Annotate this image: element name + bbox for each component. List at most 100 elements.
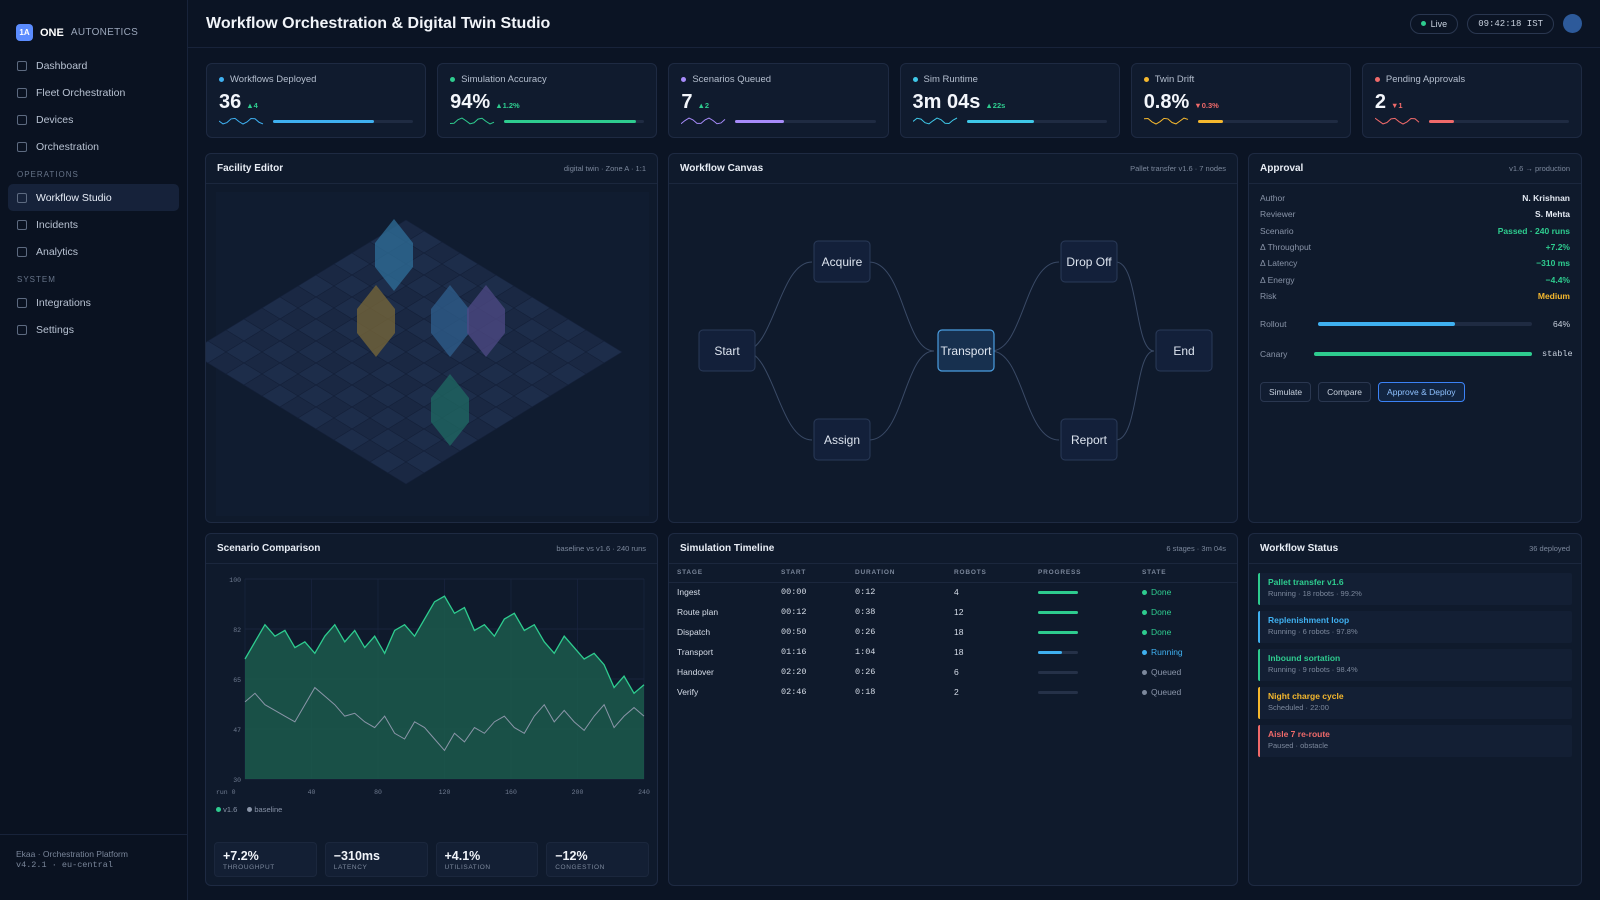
table-row[interactable]: Dispatch 00:50 0:26 18 Done (669, 622, 1237, 642)
table-row[interactable]: Handover 02:20 0:26 6 Queued (669, 662, 1237, 682)
sidebar-item-analytics[interactable]: Analytics (8, 238, 179, 265)
rollout-bar[interactable] (1318, 322, 1532, 327)
kpi-sparkline (912, 117, 957, 125)
workflow-node-report[interactable]: Report (1060, 418, 1118, 461)
panel-header: Facility Editor digital twin · Zone A · … (206, 154, 657, 184)
state-label: Queued (1151, 667, 1182, 677)
approval-panel: Approval v1.6 → production Author N. Kris… (1248, 153, 1582, 523)
sidebar-item-orchestration[interactable]: Orchestration (8, 133, 179, 160)
list-item[interactable]: Inbound sortation Running · 9 robots · 98… (1258, 649, 1572, 681)
kpi-bottom (681, 116, 876, 126)
table-row[interactable]: Transport 01:16 1:04 18 Running (669, 642, 1237, 662)
cell-progress (1030, 582, 1134, 602)
workflow-node-transport[interactable]: Transport (937, 329, 995, 372)
brand[interactable]: 1A ONE AUTONETICS (0, 0, 187, 48)
avatar[interactable] (1563, 14, 1582, 33)
facility-canvas[interactable] (206, 184, 658, 523)
approve-deploy-button[interactable]: Approve & Deploy (1378, 382, 1465, 403)
sidebar-item-fleet-orchestration[interactable]: Fleet Orchestration (8, 79, 179, 106)
state-badge: Queued (1142, 687, 1229, 697)
legend-item-baseline[interactable]: baseline (247, 805, 282, 814)
workflow-name: Aisle 7 re-route (1268, 729, 1330, 739)
clock: 09:42:18 IST (1467, 13, 1554, 34)
workflow-canvas[interactable]: Start Acquire Assign Transport Drop Off … (669, 184, 1238, 523)
kpi-card[interactable]: Workflows Deployed 36 ▲4 (206, 63, 427, 138)
kpi-progress-fill (504, 119, 636, 123)
approval-details: Author N. Krishnan Reviewer S. Mehta Scenari… (1249, 184, 1581, 304)
canary-bar (1314, 352, 1532, 357)
workflow-node-end[interactable]: End (1155, 329, 1213, 372)
workflow-name: Night charge cycle (1268, 691, 1344, 701)
analytics-icon (17, 246, 27, 257)
edge-acquire-transport (868, 261, 935, 352)
kpi-card[interactable]: Sim Runtime 3m 04s ▲22s (899, 63, 1120, 138)
kpi-card[interactable]: Simulation Accuracy 94% ▲1.2% (437, 63, 658, 138)
kpi-card[interactable]: Twin Drift 0.8% ▼0.3% (1130, 63, 1351, 138)
node-label: Transport (941, 344, 993, 358)
table-row[interactable]: Ingest 00:00 0:12 4 Done (669, 582, 1237, 602)
sidebar-item-workflow-studio[interactable]: Workflow Studio (8, 184, 179, 211)
sparkline-line (450, 117, 495, 125)
col-progress: PROGRESS (1030, 564, 1134, 583)
zone-d-block[interactable] (467, 285, 505, 357)
workflow-node-assign[interactable]: Assign (813, 418, 871, 461)
legend-dot-icon (247, 807, 253, 812)
zone-a-block[interactable] (375, 219, 413, 291)
cell-robots: 12 (954, 607, 964, 617)
table-row[interactable]: Verify 02:46 0:18 2 Queued (669, 682, 1237, 702)
progress-fill (1038, 650, 1062, 654)
timeline-table: STAGE START DURATION ROBOTS PROGRESS STA… (669, 564, 1237, 702)
cell-progress (1030, 602, 1134, 622)
sidebar-item-devices[interactable]: Devices (8, 106, 179, 133)
kpi-card[interactable]: Pending Approvals 2 ▼1 (1361, 63, 1583, 138)
legend-item-v16[interactable]: v1.6 (216, 805, 237, 814)
kpi-card[interactable]: Scenarios Queued 7 ▲2 (668, 63, 889, 138)
state-dot-icon (1142, 669, 1147, 675)
cell-state: Queued (1134, 682, 1237, 702)
platform-version: v4.2.1 · eu-central (16, 860, 113, 870)
list-item[interactable]: Aisle 7 re-route Paused · obstacle (1258, 725, 1572, 757)
platform-name: Ekaa · Orchestration Platform (16, 849, 128, 859)
table-row[interactable]: Route plan 00:12 0:38 12 Done (669, 602, 1237, 622)
live-badge[interactable]: Live (1409, 13, 1459, 34)
kpi-delta: ▲22s (985, 101, 1006, 110)
topbar-right: Live 09:42:18 IST (1409, 13, 1582, 34)
kpi-dot-icon (219, 77, 224, 82)
kpi-sparkline (681, 117, 726, 125)
kpi-value-row: 36 ▲4 (219, 91, 413, 114)
cell-stage: Route plan (677, 607, 719, 617)
list-item[interactable]: Night charge cycle Scheduled · 22:00 (1258, 687, 1572, 719)
cell-robots: 18 (954, 627, 964, 637)
sparkline-line (1143, 117, 1188, 125)
kpi-value-row: 7 ▲2 (681, 91, 875, 114)
devices-icon (17, 114, 27, 125)
sidebar-item-dashboard[interactable]: Dashboard (8, 52, 179, 79)
sparkline-line (912, 117, 957, 125)
simulate-button[interactable]: Simulate (1260, 382, 1312, 403)
sidebar-item-integrations[interactable]: Integrations (8, 289, 179, 316)
kpi-progress-bar (504, 119, 645, 123)
compare-button[interactable]: Compare (1318, 382, 1372, 403)
series-v16-line (244, 595, 645, 695)
panel-title: Simulation Timeline (680, 543, 775, 554)
sidebar-item-incidents[interactable]: Incidents (8, 211, 179, 238)
kpi-delta: ▲4 (246, 101, 258, 110)
stat-value: +4.1% (444, 849, 481, 863)
kpi-sparkline (1143, 117, 1188, 125)
workflow-node-acquire[interactable]: Acquire (813, 240, 871, 283)
list-item[interactable]: Pallet transfer v1.6 Running · 18 robots … (1258, 573, 1572, 605)
cell-robots: 4 (954, 587, 959, 598)
sidebar-item-label: Dashboard (36, 59, 88, 72)
node-label: Start (714, 344, 740, 358)
list-item[interactable]: Replenishment loop Running · 6 robots · 9… (1258, 611, 1572, 643)
kpi-value-row: 0.8% ▼0.3% (1144, 91, 1338, 114)
zone-b-block[interactable] (357, 285, 395, 357)
sidebar-item-settings[interactable]: Settings (8, 316, 179, 343)
zone-c-block[interactable] (431, 285, 469, 357)
zone-e-block[interactable] (431, 374, 469, 446)
state-dot-icon (1142, 589, 1147, 595)
workflow-node-drop-off[interactable]: Drop Off (1060, 240, 1118, 283)
kpi-label-row: Twin Drift (1143, 74, 1338, 85)
sidebar-item-label: Orchestration (36, 140, 100, 153)
workflow-node-start[interactable]: Start (698, 329, 756, 372)
